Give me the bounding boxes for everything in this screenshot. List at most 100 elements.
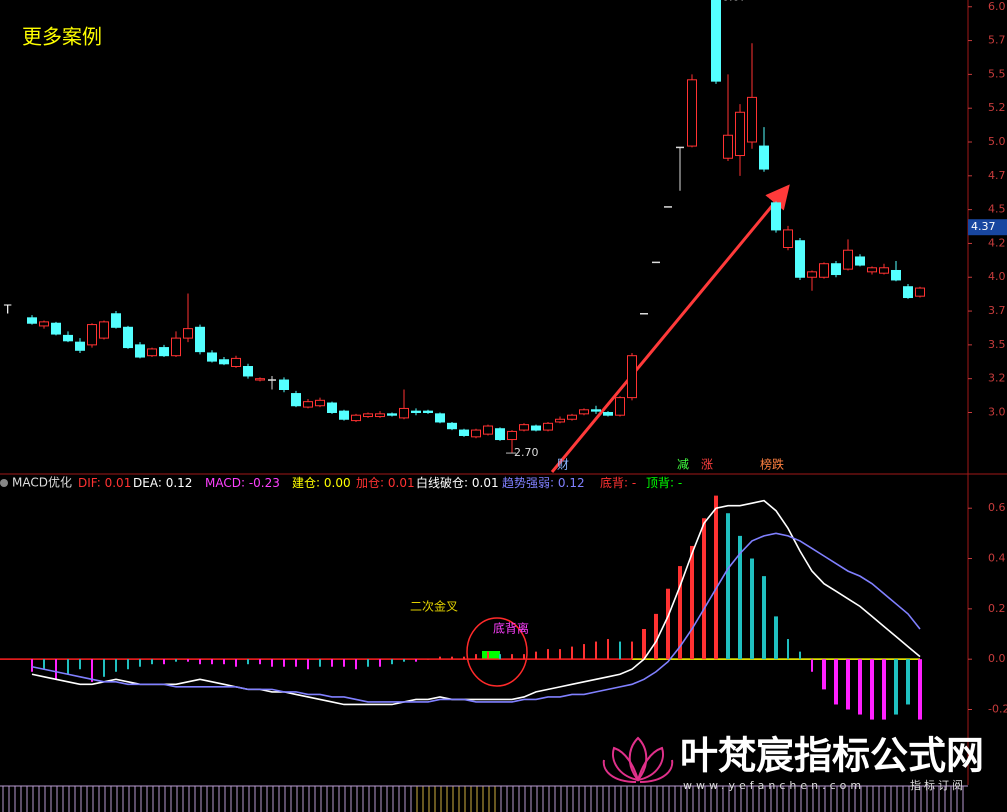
macd-bar — [415, 659, 417, 662]
macd-bar — [774, 616, 778, 660]
legend-value: -0.23 — [249, 476, 280, 490]
macd-bar — [799, 651, 801, 660]
y-tick-label: 3.2 — [988, 372, 1006, 385]
macd-bar — [319, 659, 321, 667]
macd-bar — [391, 659, 393, 665]
y-tick-label: -0.2 — [988, 703, 1007, 716]
candle-body — [135, 344, 145, 358]
macd-bar — [463, 656, 465, 660]
legend-entry: 趋势强弱: 0.12 — [502, 476, 585, 490]
legend-entry: 底背: - — [600, 475, 636, 490]
candle-body — [759, 145, 769, 170]
macd-bar — [55, 659, 57, 680]
macd-bar — [163, 659, 165, 665]
candle-body — [387, 413, 397, 416]
macd-bar — [547, 649, 549, 660]
macd-bar — [151, 659, 153, 665]
candle-body — [483, 425, 493, 435]
y-tick-label: 4.2 — [988, 236, 1006, 249]
legend-entry: MACD: -0.23 — [205, 476, 280, 490]
panel-title: MACD优化 — [12, 476, 72, 490]
macd-bar — [642, 628, 646, 660]
legend-entry: 加仓: 0.01 — [356, 476, 415, 490]
candle-body — [555, 418, 565, 423]
candle-body — [75, 341, 85, 351]
candle-body — [231, 357, 241, 368]
event-tag: 涨 — [701, 457, 713, 472]
macd-bar — [259, 659, 261, 665]
candle-body — [747, 96, 757, 143]
macd-bar — [631, 641, 633, 660]
annotation: 二次金叉 — [410, 599, 458, 614]
macd-bar — [115, 659, 117, 672]
event-tag: 财 — [557, 458, 569, 472]
event-tag: 减 — [677, 458, 689, 472]
macd-bar — [918, 659, 922, 720]
y-tick-label: 0.4 — [988, 552, 1006, 565]
macd-bar — [666, 588, 670, 660]
candle-body — [471, 429, 481, 438]
candle-body — [219, 359, 229, 365]
macd-bar — [535, 651, 537, 660]
last-price-box — [968, 219, 1007, 236]
macd-bar — [678, 566, 682, 660]
candle-body — [735, 111, 745, 157]
low-marker: 2.70 — [514, 446, 539, 459]
macd-bar — [79, 659, 81, 670]
macd-bar — [702, 518, 706, 660]
event-tag: 榜跌 — [760, 457, 784, 472]
legend-name: 加仓 — [356, 476, 380, 490]
annotation: 底背离 — [493, 621, 529, 636]
candle-body — [159, 347, 169, 357]
watermark-tag: 指标订阅 — [910, 778, 966, 792]
y-tick-label: 4.7 — [988, 169, 1006, 182]
candle-body — [783, 229, 793, 248]
macd-bar — [199, 659, 201, 665]
link-text[interactable]: 更多案例 — [22, 25, 102, 49]
y-tick-label: 3.7 — [988, 304, 1006, 317]
candle-body — [111, 313, 121, 328]
legend-entry: 建仓: 0.00 — [292, 476, 351, 490]
y-tick-label: 5.0 — [988, 135, 1006, 148]
candle-body — [603, 411, 613, 416]
macd-bar — [427, 659, 429, 660]
trend-arrow — [550, 184, 790, 473]
legend-name: 白线破仓 — [416, 475, 464, 490]
candle-body — [867, 267, 877, 273]
highlight-ellipse — [466, 617, 528, 687]
candle-body — [879, 267, 889, 274]
macd-bar — [583, 644, 585, 660]
macd-bar — [223, 659, 225, 665]
macd-bar — [91, 659, 93, 682]
macd-bar — [103, 659, 105, 677]
macd-bar — [379, 659, 381, 667]
legend-value: 0.00 — [324, 476, 351, 490]
legend-entry: 顶背: - — [646, 476, 682, 490]
macd-bar — [834, 659, 838, 705]
candle-body — [627, 355, 637, 399]
macd-bar — [403, 659, 405, 662]
candle-body — [207, 352, 217, 362]
candle-body — [339, 410, 349, 420]
indicator-line — [31, 532, 921, 703]
legend-name: DEA — [133, 476, 159, 490]
candle-body — [795, 240, 805, 278]
legend-value: 0.01 — [105, 476, 132, 490]
macd-bar — [762, 576, 766, 660]
legend-name: MACD — [205, 476, 241, 490]
candle-body — [723, 134, 733, 159]
macd-bar — [750, 558, 754, 660]
macd-bar — [139, 659, 141, 667]
candle-body — [579, 409, 589, 415]
candle-body — [807, 271, 817, 278]
legend-value: 0.01 — [388, 476, 415, 490]
candle-body — [39, 321, 49, 327]
high-marker: 6.07 — [722, 0, 747, 3]
candle-body — [363, 413, 373, 418]
y-tick-label: 5.5 — [988, 67, 1006, 80]
y-tick-label: 5.2 — [988, 101, 1006, 114]
candle-body — [27, 317, 37, 324]
candle-body — [903, 286, 913, 299]
